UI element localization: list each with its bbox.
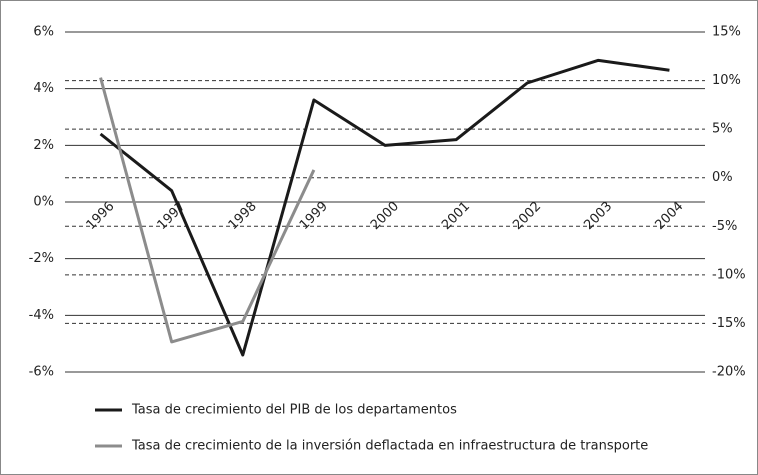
- y-tick-label: -4%: [29, 308, 54, 323]
- legend-label: Tasa de crecimiento de la inversión defl…: [131, 439, 648, 454]
- y2-tick-label: 0%: [712, 170, 733, 185]
- y2-tick-label: -15%: [712, 316, 746, 331]
- y2-tick-label: -5%: [712, 219, 737, 234]
- y-tick-label: -6%: [29, 365, 54, 380]
- y-tick-label: 6%: [33, 25, 54, 40]
- y2-tick-label: 5%: [712, 122, 733, 137]
- y-tick-label: 2%: [33, 138, 54, 153]
- y-tick-label: -2%: [29, 251, 54, 266]
- y2-tick-label: -10%: [712, 267, 746, 282]
- y-tick-label: 0%: [33, 195, 54, 210]
- y-tick-label: 4%: [33, 81, 54, 96]
- y2-tick-label: 15%: [712, 25, 741, 40]
- y2-tick-label: 10%: [712, 73, 741, 88]
- series-line: [99, 77, 316, 344]
- series-line: [99, 58, 670, 357]
- legend-label: Tasa de crecimiento del PIB de los depar…: [131, 403, 457, 418]
- y2-tick-label: -20%: [712, 365, 746, 380]
